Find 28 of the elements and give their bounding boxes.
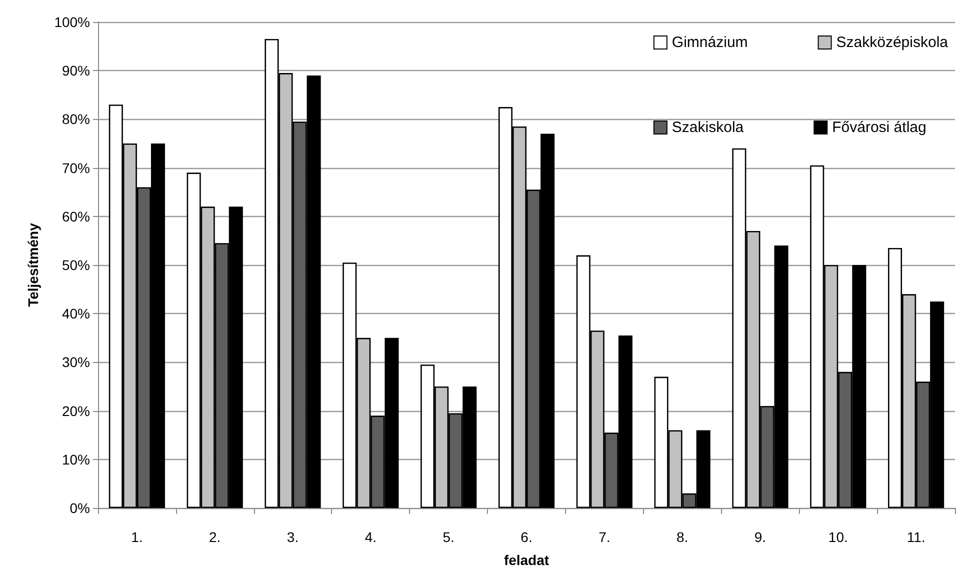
y-tick-label: 30% — [62, 354, 90, 370]
x-tick-label: 8. — [676, 529, 688, 545]
x-tick-label: 4. — [364, 529, 377, 545]
x-tick-label: 9. — [754, 529, 766, 545]
legend-label: Gimnázium — [672, 34, 748, 51]
x-tick-label: 6. — [520, 529, 532, 545]
y-tick-label: 80% — [62, 111, 90, 128]
x-tick-label: 11. — [906, 529, 926, 545]
x-tick-label: 3. — [286, 529, 299, 545]
x-axis-title: feladat — [504, 552, 550, 568]
y-tick-label: 50% — [62, 257, 90, 273]
y-tick-label: 0% — [70, 500, 90, 516]
x-tick-label: 1. — [131, 529, 143, 545]
y-tick-label: 90% — [62, 62, 90, 79]
x-tick-label: 10. — [828, 529, 848, 545]
y-axis-title: Teljesítmény — [25, 222, 41, 307]
y-tick-label: 10% — [62, 451, 90, 468]
legend-label: Fővárosi átlag — [832, 119, 926, 136]
y-tick-label: 60% — [62, 208, 90, 224]
y-tick-label: 100% — [54, 14, 90, 30]
x-tick-label: 5. — [442, 529, 454, 545]
y-tick-label: 20% — [62, 402, 90, 419]
legend-label: Szakiskola — [672, 119, 744, 136]
y-tick-label: 40% — [62, 306, 90, 322]
x-tick-label: 2. — [209, 529, 221, 545]
legend-label: Szakközépiskola — [836, 34, 949, 51]
y-tick-label: 70% — [62, 160, 90, 176]
x-tick-label: 7. — [598, 529, 610, 545]
